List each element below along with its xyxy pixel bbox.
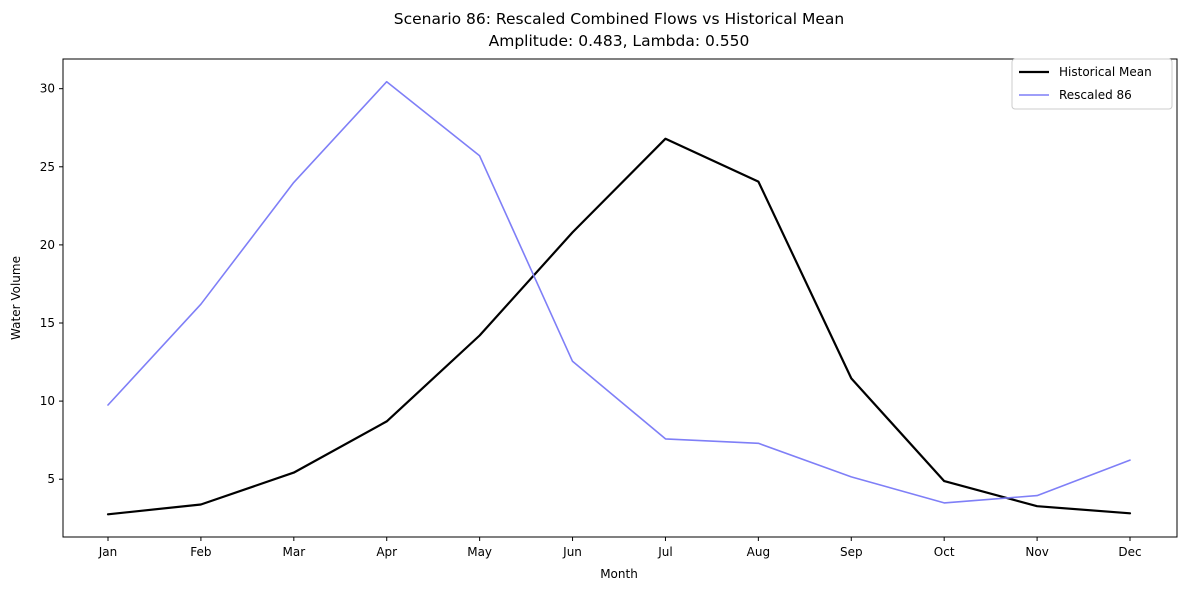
y-axis-label: Water Volume: [9, 256, 23, 340]
series-line-historical-mean: [106, 137, 1132, 516]
chart-subtitle: Amplitude: 0.483, Lambda: 0.550: [489, 32, 750, 50]
x-tick-label: Jun: [562, 545, 582, 559]
x-tick-label: Jul: [657, 545, 672, 559]
x-tick-label: Feb: [190, 545, 211, 559]
y-axis: 5 10 15 20 25 30: [40, 82, 63, 486]
y-tick-label: 30: [40, 82, 55, 96]
series-lines: [106, 80, 1132, 516]
chart-title: Scenario 86: Rescaled Combined Flows vs …: [394, 10, 845, 28]
x-axis-label: Month: [600, 567, 638, 581]
legend: Historical Mean Rescaled 86: [1011, 58, 1173, 110]
x-tick-label: Apr: [376, 545, 397, 559]
plot-frame: [62, 58, 1178, 538]
x-tick-label: Mar: [282, 545, 305, 559]
legend-label-historical-mean: Historical Mean: [1059, 65, 1152, 79]
x-tick-label: Sep: [840, 545, 863, 559]
y-tick-label: 20: [40, 238, 55, 252]
x-tick-label: Oct: [934, 545, 955, 559]
x-tick-label: Nov: [1025, 545, 1048, 559]
x-tick-label: Jan: [98, 545, 118, 559]
x-axis: Jan Feb Mar Apr May Jun Jul Aug Sep Oct Nov Dec: [98, 537, 1142, 559]
x-tick-label: May: [467, 545, 492, 559]
plot-area: [62, 58, 1178, 538]
y-tick-label: 5: [47, 472, 55, 486]
x-tick-label: Dec: [1118, 545, 1141, 559]
legend-label-rescaled-86: Rescaled 86: [1059, 88, 1132, 102]
x-tick-label: Aug: [747, 545, 770, 559]
y-tick-label: 25: [40, 160, 55, 174]
legend-box: [1011, 58, 1173, 110]
y-tick-label: 10: [40, 394, 55, 408]
y-tick-label: 15: [40, 316, 55, 330]
series-line-rescaled-86: [107, 80, 1131, 504]
